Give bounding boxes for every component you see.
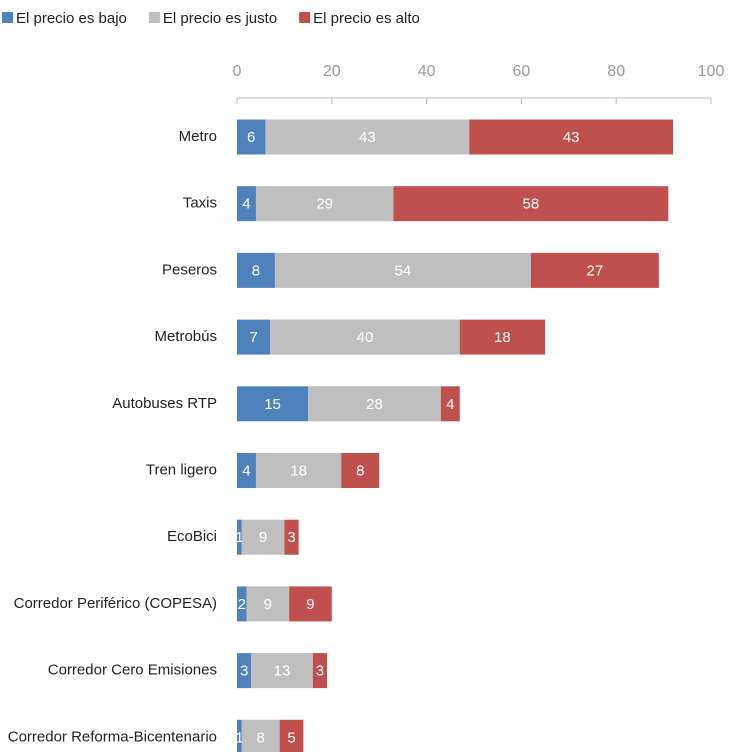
- bar-segment: [237, 186, 256, 222]
- x-tick-label: 0: [233, 63, 242, 80]
- value-label: 3: [287, 529, 295, 546]
- legend-label: El precio es bajo: [16, 10, 127, 27]
- bar-segment: [469, 119, 674, 155]
- bar-segment: [255, 186, 394, 222]
- bar-segment: [237, 719, 242, 752]
- x-tick-label: 60: [513, 63, 531, 80]
- value-label: 29: [316, 196, 333, 213]
- category-label: Corredor Cero Emisiones: [48, 662, 217, 679]
- bar-segment: [274, 252, 531, 288]
- value-label: 9: [264, 596, 272, 613]
- x-tick-label: 100: [698, 63, 725, 80]
- category-label: Peseros: [162, 261, 217, 278]
- bar-segment: [312, 653, 328, 689]
- bar-segment: [246, 586, 290, 622]
- legend-swatch: [2, 12, 13, 23]
- x-tick-label: 20: [323, 63, 341, 80]
- category-label: Metrobús: [154, 328, 217, 345]
- value-label: 18: [494, 329, 511, 346]
- value-label: 8: [356, 462, 364, 479]
- value-label: 58: [523, 196, 540, 213]
- category-label: Autobuses RTP: [112, 395, 217, 412]
- bar-segment: [289, 586, 332, 622]
- value-label: 8: [257, 729, 265, 746]
- value-label: 43: [563, 129, 580, 146]
- legend-swatch: [299, 12, 311, 23]
- category-label: Taxis: [183, 195, 217, 212]
- bar-segment: [237, 453, 256, 488]
- bar-segment: [270, 319, 460, 355]
- bar-segment: [241, 519, 285, 555]
- value-label: 54: [395, 262, 412, 279]
- value-label: 2: [238, 596, 246, 613]
- value-label: 43: [359, 129, 376, 146]
- bar-segment: [440, 386, 460, 422]
- bar-segment: [255, 453, 342, 488]
- value-label: 27: [587, 262, 604, 279]
- bar-segment: [284, 519, 299, 555]
- category-label: EcoBici: [167, 528, 217, 545]
- bar-segment: [237, 519, 242, 555]
- category-label: Corredor Reforma-Bicentenario: [8, 728, 217, 745]
- value-label: 1: [235, 729, 243, 746]
- value-label: 4: [242, 196, 250, 213]
- value-label: 4: [242, 462, 250, 479]
- value-label: 9: [259, 529, 267, 546]
- x-tick-label: 80: [607, 63, 625, 80]
- bar-segment: [237, 386, 309, 422]
- value-label: 9: [306, 596, 314, 613]
- value-label: 5: [287, 729, 295, 746]
- bar-segment: [393, 186, 669, 222]
- value-label: 3: [240, 663, 248, 680]
- value-label: 8: [252, 262, 260, 279]
- value-label: 4: [446, 396, 454, 413]
- bar-segment: [308, 386, 441, 422]
- bar-segment: [279, 719, 304, 752]
- bar-segment: [265, 119, 470, 155]
- bar-segment: [459, 319, 546, 355]
- category-label: Tren ligero: [146, 461, 217, 478]
- bar-segment: [341, 453, 380, 488]
- bar-segment: [237, 319, 271, 355]
- legend-swatch: [148, 12, 160, 23]
- category-label: Corredor Periférico (COPESA): [14, 595, 217, 612]
- x-tick-label: 40: [418, 63, 436, 80]
- value-label: 7: [249, 329, 257, 346]
- bar-segment: [251, 653, 313, 689]
- value-label: 13: [274, 663, 291, 680]
- legend-label: El precio es justo: [163, 10, 277, 27]
- value-label: 15: [264, 396, 281, 413]
- value-label: 1: [235, 529, 243, 546]
- bar-segment: [237, 586, 247, 622]
- legend-label: El precio es alto: [313, 10, 420, 27]
- value-label: 3: [316, 663, 324, 680]
- value-label: 6: [247, 129, 255, 146]
- bar-segment: [530, 252, 659, 288]
- bar-segment: [237, 252, 275, 288]
- value-label: 28: [366, 396, 383, 413]
- category-label: Metro: [179, 128, 217, 145]
- bar-segment: [237, 653, 252, 689]
- bar-segment: [241, 719, 280, 752]
- value-label: 18: [290, 462, 307, 479]
- bar-segment: [237, 119, 266, 155]
- value-label: 40: [357, 329, 374, 346]
